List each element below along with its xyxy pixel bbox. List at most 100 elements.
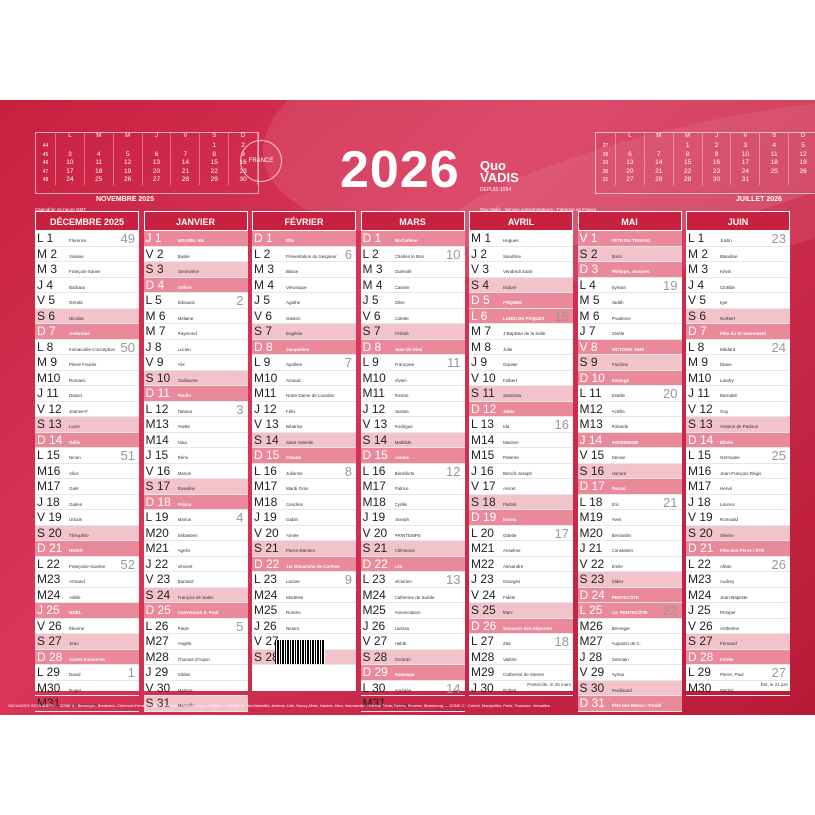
saint-name: Diane	[720, 362, 732, 367]
saint-name: Bérenger	[611, 625, 631, 631]
saint-name: David	[69, 672, 81, 677]
day-row: S 21 Pierre-Damien	[252, 541, 356, 557]
week-number: 19	[663, 277, 678, 293]
day-number: L 23	[362, 572, 386, 586]
day-number: M28	[145, 649, 169, 664]
saint-name: Paulin	[177, 393, 192, 398]
day-row: V 12 Guy	[686, 402, 790, 417]
day-row: D 1 Mi-Carême	[360, 231, 465, 247]
mini-day: 13	[143, 159, 172, 168]
day-number: J 4	[37, 277, 54, 292]
week-number: 21	[663, 494, 678, 510]
day-number: V 13	[362, 417, 388, 431]
day-row: L 2 Charles le Bon 10	[360, 246, 465, 262]
week-number: 20	[663, 386, 678, 401]
saint-name: Judith	[611, 300, 624, 305]
day-number: S 21	[362, 541, 388, 555]
saint-name: Justine	[394, 408, 409, 414]
month-column: FÉVRIER D 1 Ella L 2 Présentation du Seigneu…	[252, 211, 356, 691]
mini-day: 17	[731, 159, 761, 168]
saint-name: Stanislas	[503, 393, 522, 398]
mini-week-row: 45 3 4 5 6 7 8 9	[36, 150, 258, 159]
saint-name: Françoise	[394, 362, 415, 367]
saint-name: Médard	[720, 346, 736, 352]
saint-name: Nestor	[286, 625, 300, 631]
day-number: V 12	[37, 401, 62, 416]
day-row: S 30 Ferdinand	[577, 680, 682, 696]
week-number: 26	[771, 556, 786, 572]
day-number: S 28	[254, 649, 279, 664]
mini-day: 15	[200, 159, 230, 168]
week-number: 14	[446, 680, 461, 696]
saint-name: Germaine	[720, 455, 740, 460]
saint-name: Adèle	[69, 594, 81, 600]
day-row: M17 Hervé	[686, 479, 790, 495]
day-number: M 7	[145, 324, 166, 338]
mini-day: 28	[171, 176, 201, 185]
month-header: MARS	[360, 211, 465, 231]
mini-day: 16	[703, 159, 732, 168]
day-row: L 26 Paule 5	[143, 618, 248, 634]
mini-day: 21	[645, 167, 674, 176]
mini-day: 26	[114, 176, 143, 185]
saint-name: Guillaume	[177, 377, 198, 383]
day-row: M13 Yvette	[143, 417, 248, 433]
day-number: J 19	[362, 510, 386, 524]
saint-name: Anicet	[503, 486, 516, 491]
day-row: S 23 Didier	[577, 572, 682, 588]
day-row: V 6 Colette	[360, 309, 465, 324]
day-number: J 29	[145, 665, 169, 679]
day-row: M17 Patrice	[360, 479, 465, 495]
saint-name: Ninon	[69, 455, 81, 460]
day-row: M11 Notre-Dame de Lourdes	[252, 386, 356, 402]
day-number: S 21	[254, 541, 279, 555]
mini-day: 10	[731, 150, 761, 159]
day-number: L 26	[145, 618, 169, 633]
month-column: JANVIER J 1 NOUVEL AN V 2 Basile S 3 Geneviève…	[143, 211, 248, 712]
weekday-header: D	[229, 133, 258, 142]
day-number: L 2	[362, 246, 379, 261]
day-number: M20	[579, 525, 603, 540]
saint-name: Présentation du Seigneur	[286, 253, 337, 259]
day-row: V 30 Martine	[143, 681, 248, 696]
day-number: M23	[37, 572, 61, 586]
saint-name: Éric	[611, 501, 620, 507]
saint-name: Marcel	[177, 470, 192, 476]
day-row: V 26 Anthelme	[686, 619, 790, 634]
day-number: V 29	[579, 665, 605, 679]
day-row: M24 Catherine de Suède	[360, 588, 465, 603]
saint-name: Aymar	[611, 672, 625, 677]
saint-name: Mathilde	[394, 439, 412, 445]
saint-name: Augustin de C.	[611, 641, 642, 646]
saint-name: J-Baptiste de la Salle	[503, 331, 546, 336]
day-row: J 30 Robert	[469, 681, 573, 696]
saint-name: Gildas	[177, 672, 191, 677]
saint-name: Solange	[611, 377, 630, 383]
day-number: S 11	[471, 386, 495, 400]
day-number: D 21	[688, 541, 714, 555]
mini-day: 14	[645, 159, 674, 168]
day-number: M 2	[37, 246, 58, 261]
day-row: D 1 Ella	[252, 231, 356, 247]
day-number: M24	[37, 587, 61, 602]
saint-name: Prudence	[611, 315, 631, 321]
day-row: D 26 Souvenir des Déportés	[469, 618, 573, 634]
saint-name: Françoise-Xavière	[69, 563, 106, 569]
saint-name: Ella	[286, 238, 295, 243]
day-row: V 13 Rodrigue	[360, 417, 465, 433]
day-number: D 26	[471, 618, 497, 633]
day-number: D 8	[254, 339, 273, 354]
day-number: V 13	[254, 417, 279, 431]
day-row: V 17 Anicet	[469, 479, 573, 495]
day-row: M24 Jean-Baptiste	[686, 588, 790, 603]
saint-name: Cyrille	[394, 501, 408, 507]
day-row: J 2 Sandrine	[469, 247, 573, 262]
day-number: V 5	[37, 293, 56, 307]
day-number: S 7	[254, 324, 273, 338]
saint-name: Romaric	[69, 377, 86, 383]
saint-name: Charles le Bon	[394, 253, 425, 259]
day-row: D 24 PENTECÔTE	[577, 587, 682, 603]
day-number: S 18	[471, 494, 496, 509]
saint-name: Pascal	[611, 486, 626, 491]
day-number: M11	[362, 386, 385, 400]
